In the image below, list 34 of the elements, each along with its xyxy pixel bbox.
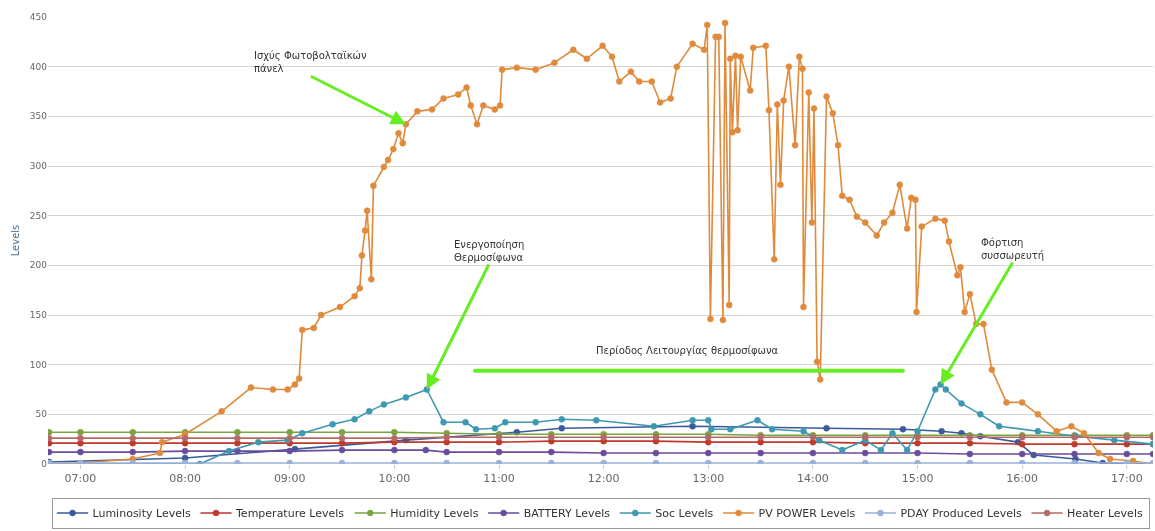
x-tick-label: 10:00 <box>378 472 411 486</box>
legend-label: PV POWER Levels <box>758 507 856 521</box>
y-tick-label: 200 <box>29 260 48 271</box>
x-tick-label: 15:00 <box>901 472 934 486</box>
x-tick-label: 12:00 <box>587 472 620 486</box>
x-tick-label: 11:00 <box>483 472 515 486</box>
legend-label: Humidity Levels <box>390 507 479 521</box>
y-tick-label: 0 <box>41 459 48 470</box>
y-tick-label: 150 <box>29 310 48 321</box>
y-tick-label: 400 <box>29 61 48 72</box>
legend-label: BATTERY Levels <box>523 507 611 521</box>
x-tick-label: 09:00 <box>273 472 306 486</box>
legend-label: Heater Levels <box>1067 507 1143 521</box>
legend-label: Soc Levels <box>655 507 714 521</box>
y-tick-label: 100 <box>29 359 48 370</box>
legend-label: Temperature Levels <box>235 507 345 521</box>
x-tick-label: 14:00 <box>797 472 829 486</box>
y-tick-label: 350 <box>29 111 48 122</box>
x-tick-label: 08:00 <box>169 472 201 486</box>
x-tick-label: 13:00 <box>692 472 725 486</box>
y-axis-title: Levels <box>9 224 21 257</box>
y-tick-label: 50 <box>35 409 48 420</box>
x-tick-label: 16:00 <box>1006 472 1039 486</box>
annotation: Φόρτιση συσσωρευτή <box>981 237 1045 261</box>
y-tick-label: 300 <box>29 161 48 172</box>
legend-label: PDAY Produced Levels <box>900 507 1023 521</box>
y-tick-label: 250 <box>29 210 48 221</box>
annotation: Περίοδος Λειτουργίας θερμοσίφωνα <box>596 345 779 356</box>
annotation: Ισχύς Φωτοβολταϊκών πάνελ <box>254 50 367 74</box>
y-tick-label: 450 <box>29 12 48 23</box>
annotation: Ενεργοποίηση Θερμοσίφωνα <box>454 239 525 263</box>
x-tick-label: 17:00 <box>1110 472 1143 486</box>
x-tick-label: 07:00 <box>64 472 97 486</box>
legend-label: Luminosity Levels <box>92 507 192 521</box>
